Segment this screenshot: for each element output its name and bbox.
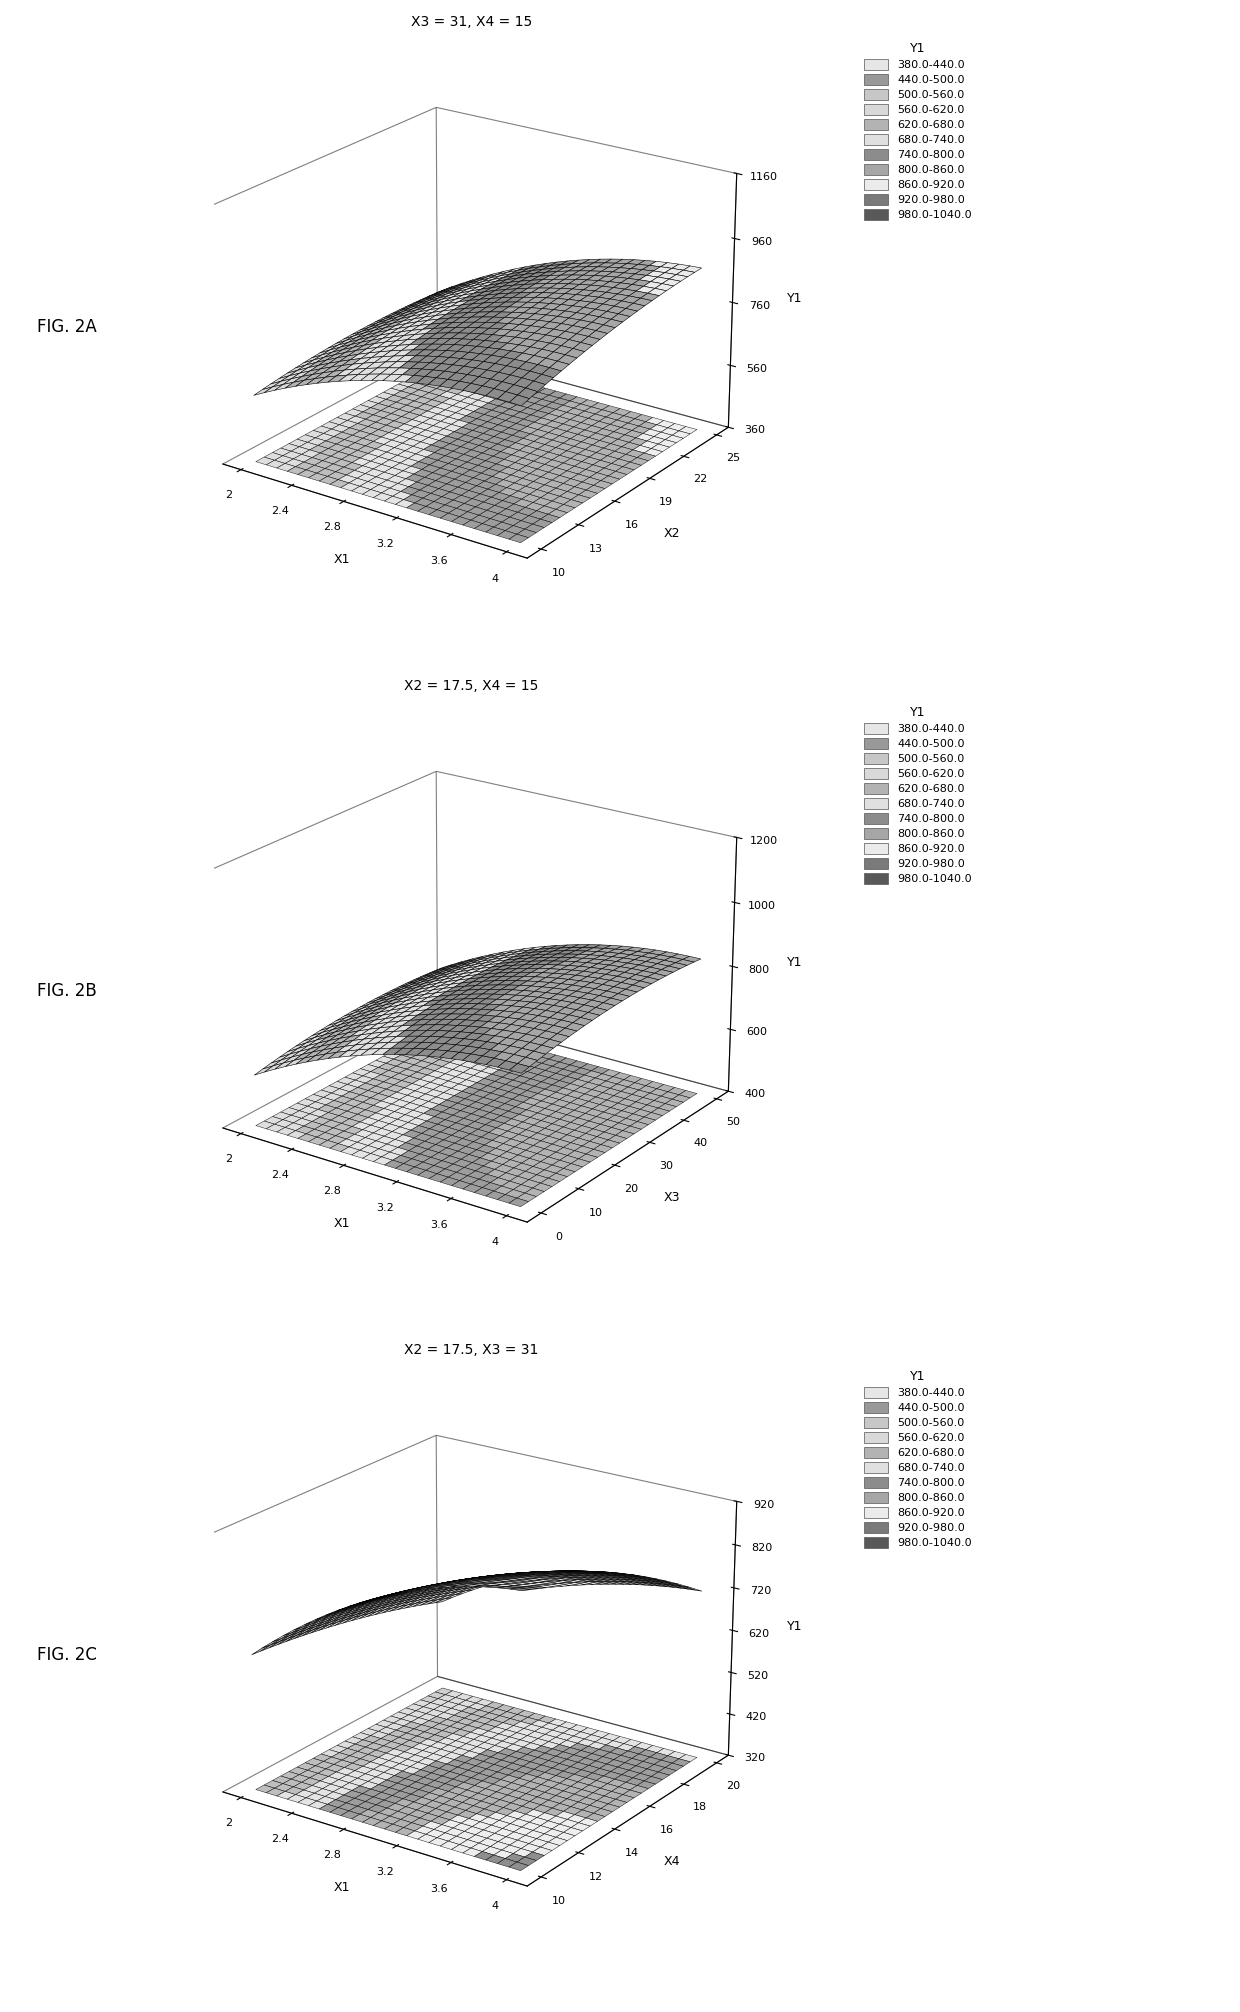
Y-axis label: X3: X3 — [663, 1191, 680, 1203]
Legend: 380.0-440.0, 440.0-500.0, 500.0-560.0, 560.0-620.0, 620.0-680.0, 680.0-740.0, 74: 380.0-440.0, 440.0-500.0, 500.0-560.0, 5… — [862, 40, 975, 223]
Text: FIG. 2A: FIG. 2A — [37, 318, 97, 336]
Text: FIG. 2C: FIG. 2C — [37, 1646, 97, 1664]
Title: X2 = 17.5, X4 = 15: X2 = 17.5, X4 = 15 — [404, 680, 538, 694]
X-axis label: X1: X1 — [334, 1881, 350, 1893]
Title: X2 = 17.5, X3 = 31: X2 = 17.5, X3 = 31 — [404, 1344, 538, 1358]
Title: X3 = 31, X4 = 15: X3 = 31, X4 = 15 — [410, 16, 532, 30]
Y-axis label: X2: X2 — [663, 527, 680, 539]
X-axis label: X1: X1 — [334, 553, 350, 565]
X-axis label: X1: X1 — [334, 1217, 350, 1229]
Legend: 380.0-440.0, 440.0-500.0, 500.0-560.0, 560.0-620.0, 620.0-680.0, 680.0-740.0, 74: 380.0-440.0, 440.0-500.0, 500.0-560.0, 5… — [862, 704, 975, 887]
Y-axis label: X4: X4 — [663, 1855, 680, 1867]
Legend: 380.0-440.0, 440.0-500.0, 500.0-560.0, 560.0-620.0, 620.0-680.0, 680.0-740.0, 74: 380.0-440.0, 440.0-500.0, 500.0-560.0, 5… — [862, 1368, 975, 1551]
Text: FIG. 2B: FIG. 2B — [37, 982, 97, 1000]
